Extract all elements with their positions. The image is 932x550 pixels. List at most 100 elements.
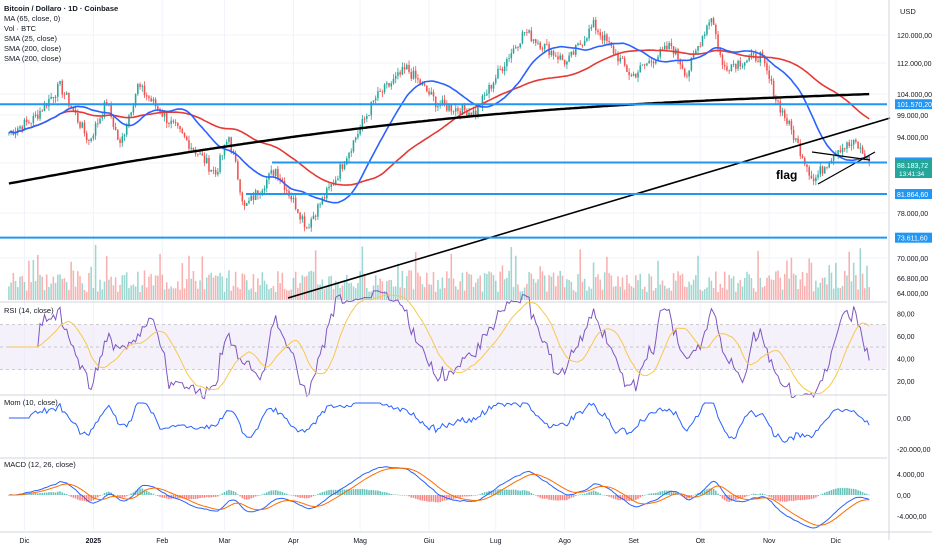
volume-bar (635, 275, 637, 300)
candle-body (763, 56, 766, 64)
macd-histogram-bar (481, 492, 484, 495)
volume-bar (94, 245, 97, 300)
macd-histogram-bar (843, 488, 846, 495)
macd-histogram-bar (208, 495, 210, 498)
macd-histogram-bar (748, 495, 750, 496)
candle-body (37, 114, 39, 119)
volume-bar (181, 263, 184, 300)
candle-body (494, 78, 497, 83)
candle-body (348, 152, 350, 159)
candle-body (265, 179, 268, 189)
volume-bar (788, 278, 790, 300)
macd-histogram-bar (317, 494, 319, 495)
macd-histogram-bar (508, 489, 510, 495)
indicator-sma200-label[interactable]: SMA (200, close) (4, 44, 62, 53)
candle-body (650, 60, 653, 62)
macd-histogram-bar (630, 495, 633, 501)
volume-bar (172, 288, 175, 300)
volume-bar (588, 286, 590, 300)
candle-body (715, 24, 717, 35)
candle-body (294, 197, 297, 210)
volume-bar (459, 281, 461, 300)
time-tick-label: Dic (831, 538, 842, 545)
candle-body (303, 216, 306, 228)
volume-bar (277, 271, 279, 300)
candle-body (619, 58, 622, 62)
candle-body (801, 155, 804, 159)
macd-histogram-bar (514, 489, 517, 495)
candle-body (821, 166, 824, 174)
candle-body (237, 161, 239, 180)
macd-histogram-bar (219, 494, 221, 496)
candle-body (448, 104, 450, 111)
candle-body (534, 39, 537, 44)
macd-histogram-bar (390, 494, 393, 495)
candle-body (221, 155, 224, 157)
volume-bar (183, 288, 186, 300)
volume-bar (779, 277, 782, 300)
rsi-tick-label: 80,00 (897, 311, 915, 318)
macd-histogram-bar (626, 495, 628, 501)
volume-bar (434, 291, 437, 300)
volume-bar (790, 257, 793, 300)
macd-histogram-bar (815, 495, 817, 498)
indicator-sma200b-label[interactable]: SMA (200, close) (4, 54, 62, 63)
candle-body (679, 59, 682, 65)
candle-body (103, 102, 106, 117)
volume-bar (423, 287, 426, 300)
macd-histogram-bar (432, 495, 435, 502)
candle-body (581, 44, 584, 46)
macd-histogram-bar (290, 495, 292, 496)
indicator-ma65-label[interactable]: MA (65, close, 0) (4, 14, 61, 23)
volume-bar (32, 259, 35, 300)
macd-histogram-bar (252, 495, 255, 498)
volume-bar (174, 288, 177, 300)
volume-bar (279, 283, 281, 300)
candle-body (646, 63, 648, 66)
volume-bar (568, 279, 570, 300)
candle-body (523, 32, 526, 33)
candle-body (795, 138, 797, 140)
volume-bar (410, 270, 413, 300)
macd-histogram-bar (117, 495, 119, 497)
macd-histogram-bar (450, 495, 453, 500)
indicator-vol-label[interactable]: Vol · BTC (4, 24, 37, 33)
candle-body (655, 61, 657, 64)
macd-histogram-bar (766, 495, 768, 496)
volume-bar (252, 274, 255, 300)
volume-bar (386, 281, 388, 300)
macd-histogram-bar (752, 493, 755, 495)
volume-bar (523, 287, 526, 300)
candle-body (332, 184, 335, 186)
volume-bar (217, 276, 219, 300)
macd-histogram-bar (257, 495, 259, 496)
volume-bar (755, 291, 757, 300)
candle-body (474, 110, 477, 117)
macd-histogram-bar (392, 494, 395, 495)
macd-histogram-bar (48, 492, 50, 495)
candle-body (21, 126, 24, 131)
macd-histogram-bar (421, 495, 424, 501)
macd-histogram-bar (517, 490, 519, 495)
macd-histogram-bar (210, 495, 212, 498)
volume-bar (595, 277, 597, 300)
macd-histogram-bar (468, 495, 470, 497)
indicator-sma25-label[interactable]: SMA (25, close) (4, 34, 57, 43)
volume-bar (708, 277, 710, 300)
volume-bar (230, 290, 232, 300)
volume-bar (168, 288, 170, 300)
candle-body (128, 115, 130, 127)
macd-histogram-bar (199, 495, 201, 499)
volume-bar (232, 285, 235, 300)
volume-bar (701, 290, 704, 300)
volume-bar (719, 283, 722, 300)
candle-body (406, 64, 408, 70)
candle-body (317, 204, 319, 217)
volume-bar (139, 291, 141, 300)
volume-bar (366, 288, 368, 300)
volume-bar (448, 278, 450, 300)
macd-histogram-bar (310, 495, 313, 498)
volume-bar (12, 272, 15, 300)
volume-bar (723, 271, 726, 300)
